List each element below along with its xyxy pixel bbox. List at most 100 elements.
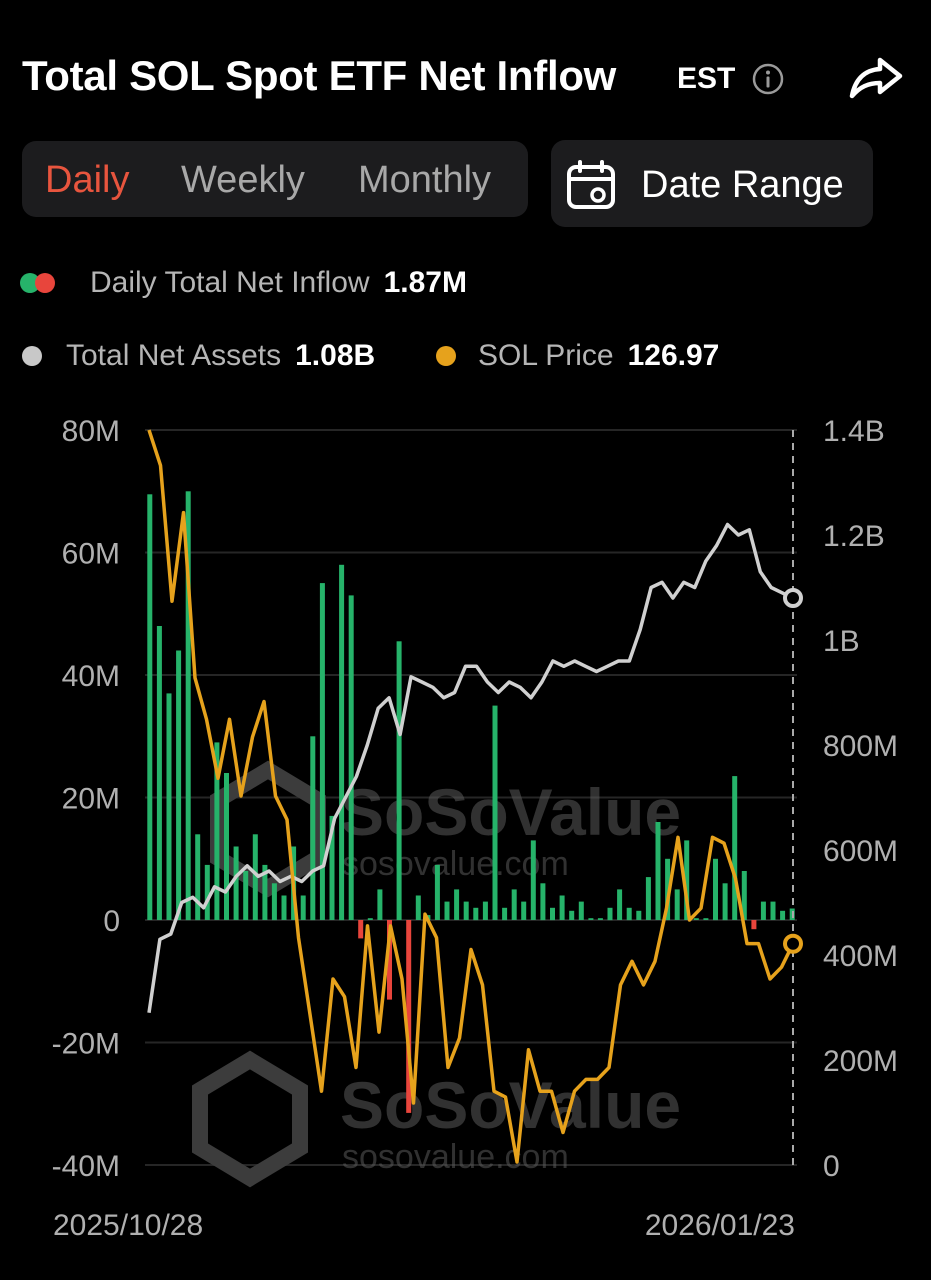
price-line [147, 429, 795, 1164]
left-tick-label: 60M [62, 538, 120, 571]
left-tick-label: 20M [62, 783, 120, 816]
tab-monthly[interactable]: Monthly [358, 159, 492, 201]
inflow-bar [281, 895, 287, 920]
inflow-bar [358, 920, 364, 939]
inflow-bar [195, 834, 201, 921]
left-tick-label: 80M [62, 415, 120, 448]
inflow-bar [722, 883, 728, 921]
calendar-icon [567, 160, 615, 209]
watermark-lower: SoSoValue sosovalue.com [192, 1050, 681, 1188]
inflow-bar [703, 918, 709, 920]
inflow-bar [713, 858, 718, 921]
period-selector: Daily Weekly Monthly [22, 141, 528, 217]
inflow-bar [463, 901, 469, 920]
inflow-bar [271, 883, 277, 921]
left-tick-label: -20M [52, 1028, 120, 1061]
inflow-legend-value: 1.87M [383, 266, 467, 299]
right-axis: 1.4B 1.2B 1B 800M 600M 400M 200M 0 [823, 415, 898, 1183]
right-tick-label: 1.4B [823, 415, 885, 448]
x-axis: 2025/10/28 2026/01/23 [53, 1209, 795, 1242]
inflow-bar [224, 773, 229, 920]
end-markers [783, 588, 803, 954]
price-legend-dot [436, 346, 456, 366]
x-tick-label: 2026/01/23 [645, 1209, 795, 1242]
inflow-bar [751, 920, 757, 930]
inflow-bar [233, 846, 239, 920]
inflow-bar [502, 907, 508, 921]
price-end-marker [783, 933, 803, 954]
share-arrow-icon[interactable] [848, 56, 904, 100]
inflow-bar [578, 901, 584, 920]
price-legend-label: SOL Price [478, 339, 614, 372]
inflow-bar [166, 693, 172, 920]
page-title: Total SOL Spot ETF Net Inflow [22, 52, 617, 99]
inflow-bar [626, 907, 632, 921]
left-axis: 80M 60M 40M 20M 0 -20M -40M [52, 415, 120, 1183]
inflow-bars [147, 491, 795, 1113]
inflow-bar [559, 895, 565, 920]
price-legend-value: 126.97 [627, 339, 720, 372]
inflow-bar [760, 901, 766, 920]
inflow-bar [655, 822, 661, 920]
legend-assets[interactable]: Total Net Assets 1.08B [22, 339, 375, 373]
right-tick-label: 200M [823, 1045, 898, 1078]
left-tick-label: 40M [62, 660, 120, 693]
inflow-bar [434, 864, 440, 920]
inflow-bar [214, 742, 220, 920]
inflow-bar [521, 901, 527, 920]
assets-legend-label: Total Net Assets [66, 339, 282, 372]
inflow-bar [310, 736, 316, 921]
inflow-bar [185, 491, 191, 921]
right-tick-label: 1B [823, 625, 860, 658]
inflow-bar [396, 641, 402, 920]
inflow-bar [262, 864, 268, 920]
inflow-bar [597, 918, 603, 920]
x-tick-label: 2025/10/28 [53, 1209, 203, 1242]
inflow-bar [147, 494, 153, 920]
right-tick-label: 400M [823, 940, 898, 973]
tab-daily[interactable]: Daily [45, 159, 130, 201]
inflow-bar [387, 920, 392, 1000]
inflow-bar [569, 910, 575, 920]
inflow-bar [444, 901, 450, 920]
inflow-bar [482, 901, 488, 920]
inflow-bar [156, 626, 162, 920]
right-tick-label: 1.2B [823, 520, 885, 553]
svg-text:SoSoValue: SoSoValue [340, 775, 681, 849]
timezone-label[interactable]: EST [677, 62, 736, 95]
inflow-legend-label: Daily Total Net Inflow [90, 266, 370, 299]
inflow-bar [617, 889, 623, 920]
inflow-bar [741, 871, 747, 920]
inflow-bar [204, 864, 210, 920]
legend-inflow[interactable]: Daily Total Net Inflow 1.87M [20, 266, 467, 300]
svg-text:sosovalue.com: sosovalue.com [342, 1138, 569, 1176]
inflow-bar [780, 910, 786, 920]
inflow-bar [511, 889, 517, 920]
tab-weekly[interactable]: Weekly [181, 159, 305, 201]
date-range-button[interactable]: Date Range [551, 140, 873, 227]
right-tick-label: 800M [823, 730, 898, 763]
legend-price[interactable]: SOL Price 126.97 [436, 339, 719, 373]
inflow-bar [300, 895, 306, 920]
inflow-bar [319, 583, 325, 920]
inflow-bar [732, 776, 738, 920]
left-tick-label: -40M [52, 1150, 120, 1183]
inflow-bar [176, 650, 182, 920]
inflow-bar [406, 920, 412, 1113]
inflow-bar [588, 918, 594, 920]
info-circle-icon[interactable] [752, 63, 784, 95]
inflow-bar [607, 907, 613, 921]
inflow-legend-icon [20, 273, 60, 293]
inflow-bar [645, 877, 651, 920]
inflow-bar [367, 918, 373, 920]
inflow-bar [415, 895, 421, 920]
inflow-bar [540, 883, 546, 921]
assets-end-marker [783, 588, 803, 608]
date-range-label: Date Range [641, 164, 844, 206]
inflow-bar [243, 871, 249, 920]
inflow-bar [252, 834, 258, 921]
assets-line [147, 522, 794, 1014]
inflow-bar [377, 889, 383, 920]
inflow-bar [665, 858, 671, 921]
